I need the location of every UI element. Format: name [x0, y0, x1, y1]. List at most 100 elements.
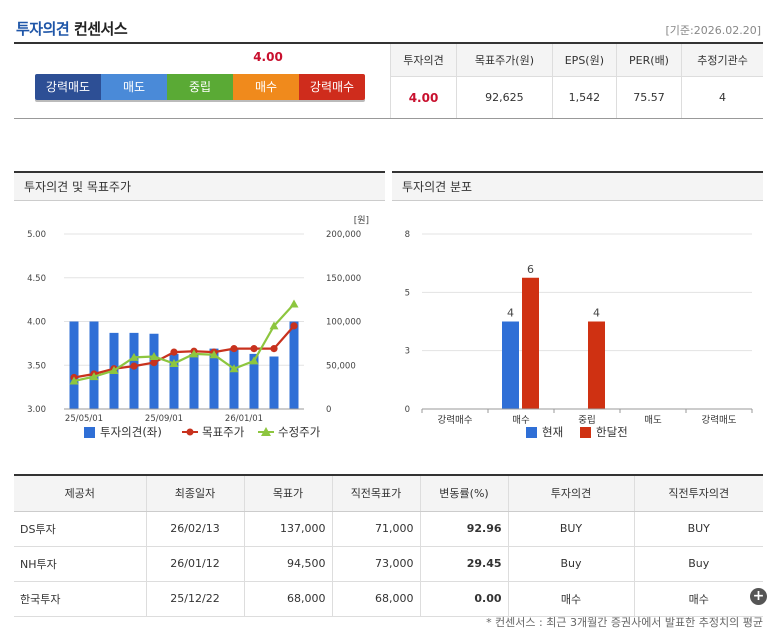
summary-header: PER(배) [615, 44, 682, 77]
month-ago-bar [522, 277, 539, 409]
y-left-tick-label: 3.00 [27, 405, 46, 415]
cell-broker: DS투자 [14, 511, 146, 547]
col-header-date: 최종일자 [145, 474, 244, 512]
adjusted-price-point [129, 352, 139, 361]
bar-value-label: 4 [507, 307, 514, 320]
legend-swatch-current [526, 427, 537, 438]
target-price-line [73, 325, 295, 379]
broker-opinion-table: 제공처 최종일자 목표가 직전목표가 변동률(%) 투자의견 직전투자의견 DS… [14, 474, 763, 617]
footnote: * 컨센서스 : 최근 3개월간 증권사에서 발표한 추정치의 평균 [486, 616, 763, 629]
summary-opinion: 4.00 [389, 76, 457, 119]
adjusted-price-point [149, 352, 159, 360]
opinion-bar [289, 321, 299, 409]
target-price-point [130, 362, 138, 370]
opinion-distribution-chart: 4 6 4 0 3 5 8 강력매수 매수 중립 매도 강력매도 현재 한달전 [405, 230, 753, 439]
expand-plus-icon[interactable]: + [750, 588, 767, 605]
cell-opinion: 매수 [507, 581, 634, 617]
legend-label-opinion: 투자의견(좌) [100, 425, 162, 439]
cell-change: 92.96 [419, 511, 508, 547]
col-header-broker: 제공처 [14, 474, 146, 512]
opinion-bar [249, 353, 259, 409]
adjusted-price-point [289, 299, 299, 308]
cell-target: 137,000 [243, 511, 332, 547]
cell-prev-opinion: BUY [633, 511, 763, 547]
consensus-summary-table: 투자의견 목표주가(원) EPS(원) PER(배) 추정기관수 4.00 92… [389, 44, 763, 119]
opinion-bar [169, 353, 179, 409]
adjusted-price-point [109, 366, 119, 374]
header-divider [14, 42, 763, 44]
cell-prev-opinion: Buy [633, 546, 763, 582]
x-category-label: 매수 [512, 415, 530, 426]
cell-prev-target: 71,000 [331, 511, 420, 547]
title-opinion: 투자의견 [16, 20, 70, 38]
opinion-bar [89, 321, 99, 409]
summary-target-price: 92,625 [456, 76, 553, 119]
legend-label-target: 목표주가 [202, 425, 245, 439]
summary-header: 투자의견 [389, 44, 457, 77]
y-tick-label: 0 [405, 405, 410, 415]
y-left-tick-label: 3.50 [27, 361, 46, 371]
table-row: NH투자 26/01/12 94,500 73,000 29.45 Buy Bu… [14, 546, 763, 582]
scale-hold: 중립 [167, 74, 233, 100]
cell-prev-target: 68,000 [331, 581, 420, 617]
cell-date: 25/12/22 [145, 581, 244, 617]
y-left-tick-label: 4.50 [27, 274, 46, 284]
scale-sell: 매도 [101, 74, 167, 100]
legend-marker-target [186, 428, 194, 436]
col-header-change: 변동률(%) [419, 474, 508, 512]
opinion-marker-icon [262, 67, 272, 73]
target-price-point [290, 322, 298, 330]
target-price-point [170, 348, 178, 356]
y-tick-label: 8 [405, 230, 410, 240]
opinion-bar [209, 348, 219, 409]
y-tick-label: 5 [405, 288, 410, 298]
opinion-bar [129, 332, 139, 409]
legend-swatch-opinion [84, 427, 95, 438]
opinion-target-panel-title: 투자의견 및 목표주가 [14, 171, 385, 201]
x-category-label: 중립 [578, 414, 595, 426]
summary-eps: 1,542 [551, 76, 617, 119]
legend-label-month-ago: 한달전 [596, 425, 628, 439]
cell-date: 26/02/13 [145, 511, 244, 547]
summary-header: 목표주가(원) [456, 44, 553, 77]
adjusted-price-point [69, 376, 79, 385]
page-title: 투자의견 컨센서스 [16, 18, 128, 39]
adjusted-price-point [169, 359, 179, 367]
y-right-axis-label: [원] [354, 215, 369, 226]
summary-per: 75.57 [615, 76, 682, 119]
legend-swatch-month-ago [580, 427, 591, 438]
opinion-bar [149, 333, 159, 409]
opinion-bar [189, 353, 199, 409]
adjusted-price-point [269, 321, 279, 330]
adjusted-price-point [249, 356, 259, 365]
target-price-point [250, 345, 258, 353]
opinion-score: 4.00 [253, 50, 283, 64]
cell-prev-opinion: 매수 [633, 581, 763, 617]
summary-divider [14, 118, 763, 119]
cell-target: 68,000 [243, 581, 332, 617]
cell-target: 94,500 [243, 546, 332, 582]
summary-header: 추정기관수 [681, 44, 763, 77]
adjusted-price-point [229, 364, 239, 373]
y-right-tick-label: 200,000 [326, 230, 361, 240]
adjusted-price-point [189, 349, 199, 358]
cell-broker: NH투자 [14, 546, 146, 582]
x-tick-label: 25/09/01 [145, 414, 183, 424]
legend-label-adjusted: 수정주가 [278, 425, 321, 439]
target-price-point [150, 359, 158, 367]
y-right-tick-label: 150,000 [326, 274, 361, 284]
scale-strong-buy: 강력매수 [299, 74, 365, 100]
cell-date: 26/01/12 [145, 546, 244, 582]
y-right-tick-label: 50,000 [326, 361, 356, 371]
cell-change: 0.00 [419, 581, 508, 617]
summary-institutions: 4 [681, 76, 763, 119]
table-row: DS투자 26/02/13 137,000 71,000 92.96 BUY B… [14, 511, 763, 547]
adjusted-price-point [209, 350, 219, 359]
table-row: 한국투자 25/12/22 68,000 68,000 0.00 매수 매수 [14, 581, 763, 617]
bar-value-label: 4 [593, 307, 600, 320]
legend-marker-adjusted [261, 427, 271, 436]
summary-header: EPS(원) [551, 44, 617, 77]
current-bar [502, 321, 519, 409]
x-tick-label: 26/01/01 [225, 414, 263, 424]
y-left-tick-label: 5.00 [27, 230, 46, 240]
